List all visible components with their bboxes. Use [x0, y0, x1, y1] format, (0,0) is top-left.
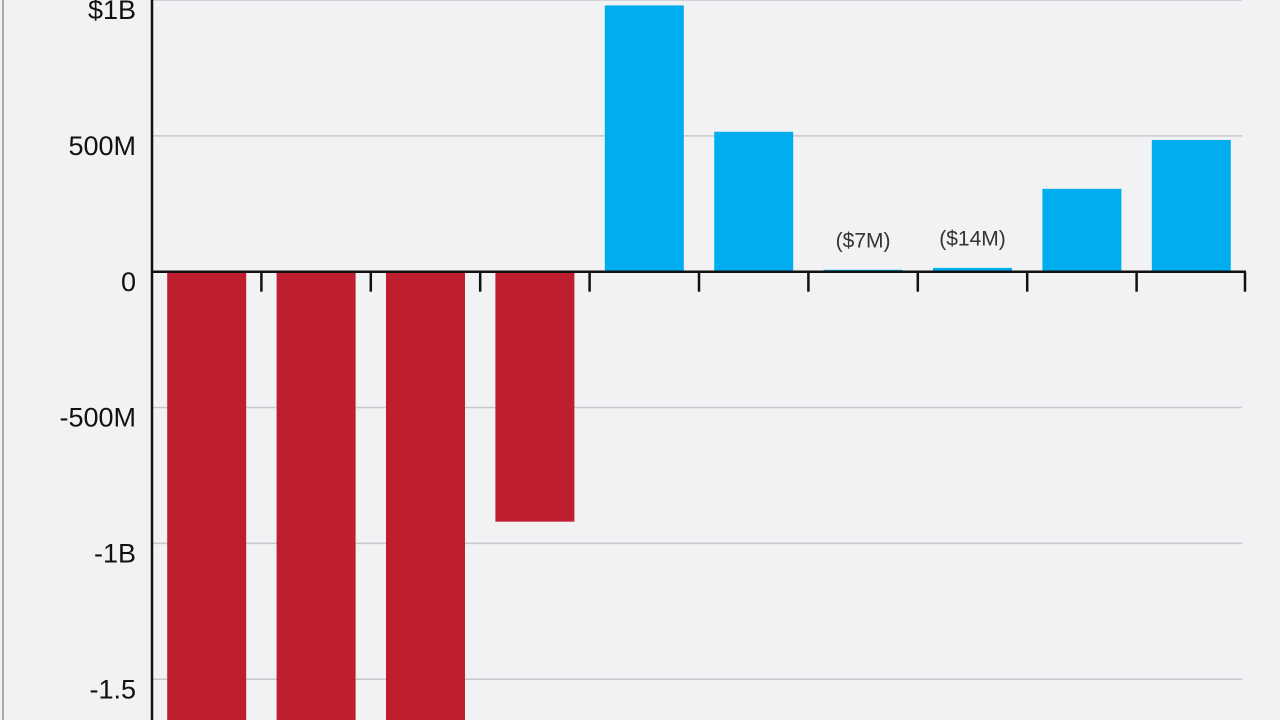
bar: [386, 271, 465, 720]
bar: [933, 267, 1012, 272]
y-tick-label: 500M: [68, 131, 136, 161]
y-tick-label: -500M: [59, 403, 136, 433]
bar: [495, 271, 575, 522]
y-tick-label: -1.5: [89, 674, 136, 704]
bar: [604, 5, 684, 272]
y-tick-label: $1B: [88, 0, 136, 25]
bar: [1151, 139, 1231, 272]
value-label: ($7M): [836, 229, 891, 252]
y-tick-label: 0: [121, 267, 136, 297]
bar: [714, 131, 794, 272]
bar: [1042, 188, 1122, 272]
value-label: ($14M): [939, 227, 1006, 250]
bar: [167, 271, 247, 720]
bar: [276, 271, 356, 720]
y-tick-label: -1B: [94, 539, 136, 569]
